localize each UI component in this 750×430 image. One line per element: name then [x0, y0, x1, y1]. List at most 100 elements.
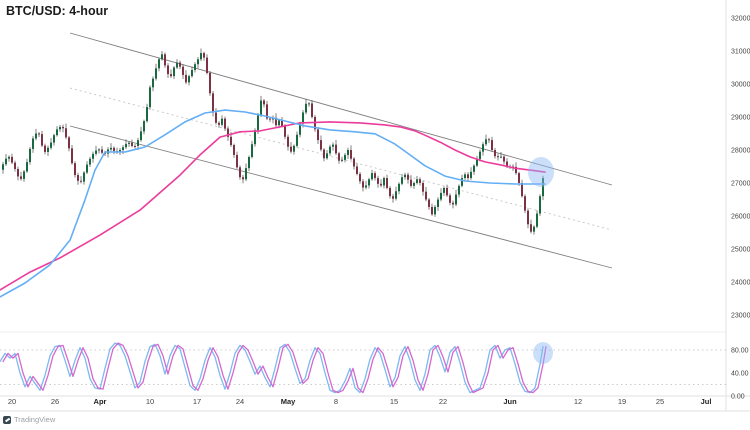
candle	[380, 183, 382, 186]
candle	[170, 74, 172, 77]
time-axis-label[interactable]: 22	[439, 397, 447, 406]
candle	[245, 168, 247, 180]
time-axis-label[interactable]: 25	[656, 397, 664, 406]
candle	[344, 154, 346, 160]
candle	[263, 100, 265, 105]
candle	[275, 117, 277, 126]
candle	[251, 144, 253, 158]
stoch-d-line	[2, 342, 547, 394]
candle	[32, 138, 34, 149]
candle	[524, 196, 526, 211]
stoch-axis-label: 40.00	[731, 371, 749, 378]
tradingview-watermark[interactable]: TradingView	[3, 415, 55, 424]
candle	[80, 180, 82, 182]
candle	[89, 158, 91, 165]
time-axis-label[interactable]: 10	[146, 397, 154, 406]
time-axis-label[interactable]: 19	[618, 397, 626, 406]
candle	[518, 173, 520, 183]
candle	[14, 162, 16, 169]
candle	[452, 202, 454, 205]
candle	[101, 149, 103, 153]
candle	[506, 161, 508, 167]
candle	[368, 179, 370, 186]
candle	[308, 103, 310, 105]
candle	[359, 173, 361, 182]
candle	[155, 68, 157, 79]
time-axis-label[interactable]: Apr	[94, 397, 107, 406]
candle	[122, 147, 124, 150]
candle	[5, 158, 7, 165]
candle	[407, 174, 409, 180]
candle	[164, 54, 166, 66]
candle	[113, 147, 115, 152]
time-axis-label[interactable]: 15	[390, 397, 398, 406]
candle	[248, 157, 250, 169]
candle	[278, 120, 280, 126]
candle	[416, 179, 418, 183]
candle	[533, 226, 535, 232]
price-axis-label: 28000	[731, 148, 750, 155]
candle	[17, 168, 19, 177]
candle	[137, 140, 139, 147]
candle	[98, 149, 100, 151]
candle	[8, 156, 10, 159]
candle	[404, 174, 406, 178]
candle	[503, 156, 505, 162]
candle	[200, 53, 202, 60]
price-axis-label: 23000	[731, 313, 750, 320]
channel-median-line	[69, 87, 613, 231]
candle	[50, 142, 52, 148]
price-axis-label: 24000	[731, 280, 750, 287]
price-axis-label: 27000	[731, 181, 750, 188]
candle	[539, 196, 541, 214]
time-axis-label[interactable]: Jun	[503, 397, 517, 406]
time-axis-label[interactable]: 20	[8, 397, 16, 406]
candle	[317, 129, 319, 141]
candle	[401, 177, 403, 184]
candle	[341, 159, 343, 161]
chart-title: BTC/USD: 4-hour	[6, 4, 109, 18]
candle	[476, 159, 478, 166]
candle	[500, 156, 502, 158]
candle	[446, 187, 448, 196]
candle	[95, 150, 97, 154]
time-axis-label[interactable]: 24	[236, 397, 244, 406]
candle	[230, 136, 232, 146]
time-axis-label[interactable]: 8	[334, 397, 338, 406]
time-axis-label[interactable]: 12	[574, 397, 582, 406]
channel-upper-line	[69, 32, 613, 186]
candle	[530, 224, 532, 232]
candle	[47, 147, 49, 152]
time-axis-label[interactable]: May	[281, 397, 296, 406]
candle	[470, 171, 472, 179]
candle	[254, 130, 256, 145]
candle	[260, 100, 262, 116]
candle	[188, 76, 190, 83]
candle	[461, 178, 463, 186]
candle	[206, 57, 208, 73]
candle	[428, 199, 430, 207]
candle	[464, 174, 466, 179]
time-axis-label[interactable]: Jul	[701, 397, 712, 406]
candle	[365, 185, 367, 188]
ma-fast-line	[0, 109, 546, 298]
candle	[320, 140, 322, 150]
candle	[305, 103, 307, 113]
candle	[527, 210, 529, 225]
candle	[458, 185, 460, 195]
candle	[287, 136, 289, 147]
candle	[218, 122, 220, 125]
time-axis-label[interactable]: 26	[51, 397, 59, 406]
candle	[332, 144, 334, 147]
candle	[413, 183, 415, 186]
candle	[83, 172, 85, 182]
candle	[281, 120, 283, 127]
candle	[194, 64, 196, 70]
price-axis-label: 26000	[731, 214, 750, 221]
candle	[209, 73, 211, 94]
candle	[284, 126, 286, 137]
candle	[419, 179, 421, 183]
time-axis-label[interactable]: 17	[193, 397, 201, 406]
candle	[131, 142, 133, 146]
